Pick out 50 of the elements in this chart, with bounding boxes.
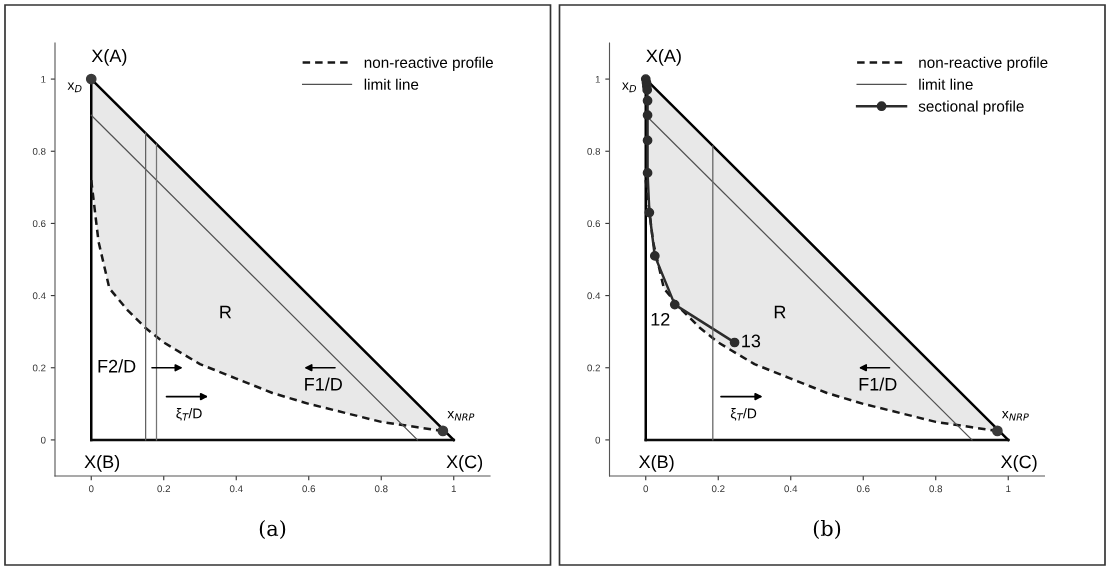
x-tick-label: 0.6	[302, 485, 316, 493]
legend-label: non-reactive profile	[364, 56, 493, 71]
legend-label: limit line	[364, 78, 419, 90]
x-tick-label: 1	[1006, 485, 1011, 493]
annotation: x$_{NRP}$	[1001, 410, 1029, 421]
legend-label: limit line	[919, 78, 973, 90]
annotation: ξ$_{T}$/D	[176, 408, 202, 421]
y-tick-label: 0.4	[32, 292, 46, 300]
y-tick-label: 0	[40, 436, 46, 444]
y-tick-label: 0.6	[32, 220, 46, 228]
x-tick-label: 1	[451, 485, 456, 493]
x-tick-label: 0.2	[711, 485, 725, 493]
annotation: 12	[651, 312, 670, 326]
y-tick-label: 0.8	[587, 147, 601, 155]
annotation: X(B)	[638, 454, 674, 472]
annotation: x$_{NRP}$	[447, 410, 475, 421]
text: (b)	[813, 520, 841, 540]
y-tick-label: 0.4	[587, 292, 601, 300]
annotation: x$_{D}$	[622, 82, 637, 93]
x-tick-label: 0	[643, 485, 649, 493]
annotation: X(C)	[1000, 454, 1037, 472]
text: (a)	[259, 520, 286, 540]
y-tick-label: 0.2	[587, 364, 600, 372]
legend-label: non-reactive profile	[919, 56, 1048, 71]
y-tick-label: 1	[41, 75, 46, 83]
y-tick-label: 0.8	[32, 147, 46, 155]
annotation: X(C)	[446, 454, 483, 472]
annotation: X(B)	[84, 454, 120, 472]
x-tick-label: 0	[88, 485, 94, 493]
annotation: F1/D	[859, 377, 897, 391]
y-tick-label: 1	[595, 75, 600, 83]
annotation: R	[220, 305, 232, 319]
x-tick-label: 0.2	[157, 485, 171, 493]
annotation: F2/D	[98, 359, 136, 373]
annotation: F1/D	[305, 377, 342, 391]
x-tick-label: 0.8	[929, 485, 943, 493]
y-tick-label: 0.2	[32, 364, 46, 372]
annotation: X(A)	[91, 49, 127, 66]
annotation: ξ$_{T}$/D	[730, 408, 757, 421]
y-tick-label: 0.6	[587, 220, 601, 228]
legend-label: sectional profile	[918, 100, 1024, 115]
annotation: 13	[742, 334, 761, 348]
annotation: X(A)	[646, 49, 681, 66]
x-tick-label: 0.4	[784, 485, 798, 493]
annotation: x$_{D}$	[67, 82, 82, 93]
x-tick-label: 0.8	[374, 485, 388, 493]
annotation: R	[774, 305, 786, 319]
x-tick-label: 0.6	[856, 485, 870, 493]
x-tick-label: 0.4	[229, 485, 243, 493]
y-tick-label: 0	[595, 436, 601, 444]
